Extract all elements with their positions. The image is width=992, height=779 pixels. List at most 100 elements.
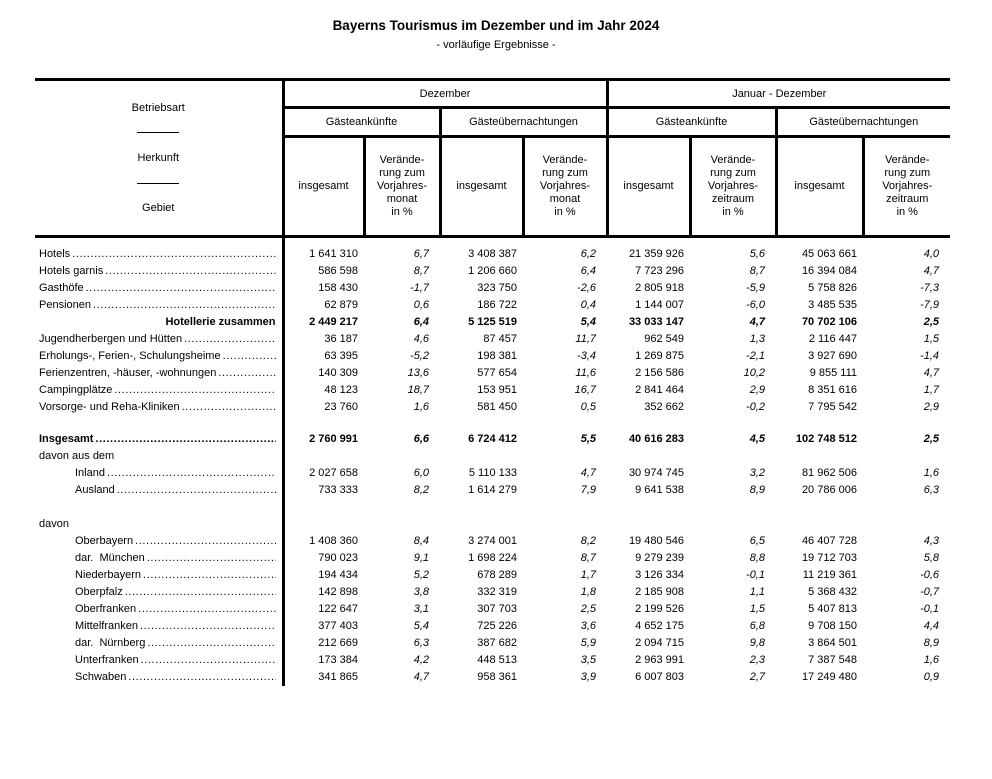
row-label: Ausland bbox=[75, 484, 115, 496]
row-label-cell: Ferienzentren, -häuser, -wohnungen bbox=[35, 364, 285, 382]
table-header: Betriebsart Herkunft Gebiet Dezember Jan… bbox=[35, 77, 951, 238]
row-label-cell: Pensionen bbox=[35, 296, 285, 314]
value-cell-jahr-ankuenfte-veraenderung: 4,7 bbox=[749, 316, 765, 328]
tourism-table-wrap: Betriebsart Herkunft Gebiet Dezember Jan… bbox=[35, 77, 951, 686]
value-cell-jahr-uebernachtungen-insgesamt: 81 962 506 bbox=[801, 467, 857, 479]
value-cell-dez-ankuenfte-veraenderung: 4,6 bbox=[413, 333, 429, 345]
value-cell-dez-uebernachtungen-insgesamt: 87 457 bbox=[483, 333, 517, 345]
page-subtitle: - vorläufige Ergebnisse - bbox=[436, 39, 556, 51]
value-cell-jahr-ankuenfte-veraenderung: -0,1 bbox=[746, 569, 765, 581]
value-cell-dez-ankuenfte-veraenderung: 6,4 bbox=[413, 316, 429, 328]
value-cell-jahr-ankuenfte-veraenderung: 8,9 bbox=[749, 484, 765, 496]
row-label-cell: Hotels bbox=[35, 245, 285, 263]
row-label-cell: Campingplätze bbox=[35, 381, 285, 399]
value-cell-jahr-ankuenfte-insgesamt: 2 805 918 bbox=[635, 282, 684, 294]
value-cell-jahr-uebernachtungen-insgesamt: 9 855 111 bbox=[809, 367, 857, 379]
value-cell-dez-uebernachtungen-insgesamt: 332 319 bbox=[477, 586, 517, 598]
row-label-cell: Mittelfranken bbox=[35, 617, 285, 635]
row-label: Insgesamt bbox=[39, 433, 94, 445]
stub-gebiet: Gebiet bbox=[142, 202, 175, 215]
row-label-cell: Vorsorge- und Reha-Kliniken bbox=[35, 398, 285, 416]
stub-divider bbox=[137, 182, 180, 184]
value-cell-jahr-ankuenfte-veraenderung bbox=[690, 516, 776, 533]
value-cell-jahr-ankuenfte-insgesamt: 2 841 464 bbox=[635, 384, 684, 396]
value-cell-jahr-uebernachtungen-insgesamt: 19 712 703 bbox=[801, 552, 857, 564]
leader-dots bbox=[147, 552, 276, 564]
row-label: Hotels bbox=[39, 248, 71, 260]
value-cell-jahr-uebernachtungen-veraenderung: 4,0 bbox=[923, 248, 940, 260]
value-cell-jahr-uebernachtungen-insgesamt bbox=[776, 516, 863, 533]
value-cell-dez-uebernachtungen-insgesamt bbox=[440, 516, 523, 533]
measure-header-veraenderung-zeitraum: Verände- rung zum Vorjahres- zeitraum in… bbox=[861, 135, 951, 238]
value-cell-jahr-ankuenfte-insgesamt: 7 723 296 bbox=[635, 265, 684, 277]
leader-dots bbox=[114, 384, 275, 396]
value-cell-dez-uebernachtungen-insgesamt: 323 750 bbox=[477, 282, 517, 294]
value-cell-jahr-uebernachtungen-insgesamt: 5 368 432 bbox=[808, 586, 857, 598]
value-cell-jahr-uebernachtungen-veraenderung: -7,3 bbox=[920, 282, 940, 294]
value-cell-jahr-ankuenfte-veraenderung: -5,9 bbox=[746, 282, 765, 294]
value-cell-dez-ankuenfte-veraenderung bbox=[364, 516, 440, 533]
table-body: Hotels 1 641 310 6,7 3 408 387 6,2 21 35… bbox=[35, 236, 950, 686]
period-header-dezember: Dezember bbox=[281, 77, 609, 110]
subgroup-header-dez-uebernachtungen: Gästeübernachtungen bbox=[438, 106, 609, 139]
value-cell-dez-uebernachtungen-veraenderung: 3,5 bbox=[580, 654, 596, 666]
value-cell-dez-ankuenfte-insgesamt: 212 669 bbox=[318, 637, 358, 649]
leader-dots bbox=[107, 467, 276, 479]
row-label-cell: Niederbayern bbox=[35, 566, 285, 584]
value-cell-jahr-uebernachtungen-veraenderung: 0,9 bbox=[923, 671, 940, 683]
row-label-cell: davon bbox=[35, 515, 285, 533]
value-cell-jahr-uebernachtungen-insgesamt: 9 708 150 bbox=[808, 620, 857, 632]
leader-dots bbox=[72, 248, 275, 260]
row-label-cell: Hotels garnis bbox=[35, 262, 285, 280]
row-label: Gasthöfe bbox=[39, 282, 84, 294]
value-cell-jahr-uebernachtungen-insgesamt: 3 864 501 bbox=[808, 637, 857, 649]
value-cell-dez-ankuenfte-veraenderung: 3,1 bbox=[413, 603, 429, 615]
value-cell-dez-ankuenfte-veraenderung: 4,7 bbox=[413, 671, 429, 683]
value-cell-jahr-ankuenfte-veraenderung: 2,3 bbox=[749, 654, 765, 666]
row-label-cell: Oberbayern bbox=[35, 532, 285, 550]
value-cell-dez-uebernachtungen-insgesamt: 6 724 412 bbox=[468, 433, 517, 445]
value-cell-jahr-ankuenfte-insgesamt: 40 616 283 bbox=[628, 433, 684, 445]
value-cell-jahr-uebernachtungen-veraenderung: 5,8 bbox=[923, 552, 940, 564]
value-cell-jahr-ankuenfte-veraenderung: 3,2 bbox=[749, 467, 765, 479]
value-cell-dez-ankuenfte-veraenderung: 8,4 bbox=[413, 535, 429, 547]
value-cell-jahr-ankuenfte-veraenderung: -0,2 bbox=[746, 401, 765, 413]
value-cell-jahr-ankuenfte-veraenderung: -2,1 bbox=[746, 350, 765, 362]
table-row: davon aus dem bbox=[35, 447, 950, 465]
value-cell-dez-ankuenfte-veraenderung: 6,3 bbox=[413, 637, 429, 649]
stub-herkunft: Herkunft bbox=[137, 151, 180, 164]
value-cell-jahr-uebernachtungen-veraenderung: -0,6 bbox=[920, 569, 940, 581]
value-cell-dez-uebernachtungen-veraenderung: 6,4 bbox=[580, 265, 596, 277]
value-cell-jahr-uebernachtungen-insgesamt: 70 702 106 bbox=[801, 316, 857, 328]
value-cell-dez-ankuenfte-insgesamt: 2 760 991 bbox=[309, 433, 358, 445]
table-row: dar. München 790 023 9,1 1 698 224 8,7 9… bbox=[35, 549, 950, 567]
row-label: Niederbayern bbox=[75, 569, 142, 581]
leader-dots bbox=[140, 620, 276, 632]
row-label-cell: dar. München bbox=[35, 549, 285, 567]
value-cell-dez-uebernachtungen-veraenderung: 2,5 bbox=[580, 603, 596, 615]
value-cell-dez-uebernachtungen-veraenderung: 0,5 bbox=[580, 401, 596, 413]
leader-dots bbox=[143, 569, 275, 581]
leader-dots bbox=[218, 367, 275, 379]
value-cell-dez-uebernachtungen-veraenderung: -2,6 bbox=[577, 282, 596, 294]
value-cell-jahr-ankuenfte-insgesamt: 4 652 175 bbox=[635, 620, 684, 632]
row-label: Schwaben bbox=[75, 671, 127, 683]
value-cell-dez-ankuenfte-veraenderung: 6,7 bbox=[413, 248, 429, 260]
value-cell-jahr-ankuenfte-veraenderung: 6,5 bbox=[749, 535, 765, 547]
leader-dots bbox=[147, 637, 275, 649]
value-cell-dez-uebernachtungen-veraenderung: 4,7 bbox=[580, 467, 596, 479]
row-label: Hotellerie zusammen bbox=[165, 316, 276, 328]
value-cell-dez-uebernachtungen-insgesamt: 186 722 bbox=[477, 299, 517, 311]
leader-dots bbox=[117, 484, 276, 496]
value-cell-jahr-uebernachtungen-veraenderung: 1,6 bbox=[923, 654, 940, 666]
value-cell-dez-ankuenfte-insgesamt: 586 598 bbox=[318, 265, 358, 277]
value-cell-jahr-ankuenfte-insgesamt: 3 126 334 bbox=[635, 569, 684, 581]
stub-divider bbox=[137, 132, 180, 134]
value-cell-dez-uebernachtungen-insgesamt: 3 408 387 bbox=[468, 248, 517, 260]
value-cell-dez-ankuenfte-insgesamt: 194 434 bbox=[318, 569, 358, 581]
value-cell-jahr-uebernachtungen-veraenderung: -0,7 bbox=[920, 586, 940, 598]
value-cell-dez-ankuenfte-veraenderung: 8,2 bbox=[413, 484, 429, 496]
value-cell-dez-ankuenfte-insgesamt: 2 449 217 bbox=[309, 316, 358, 328]
value-cell-dez-ankuenfte-insgesamt: 23 760 bbox=[324, 401, 358, 413]
